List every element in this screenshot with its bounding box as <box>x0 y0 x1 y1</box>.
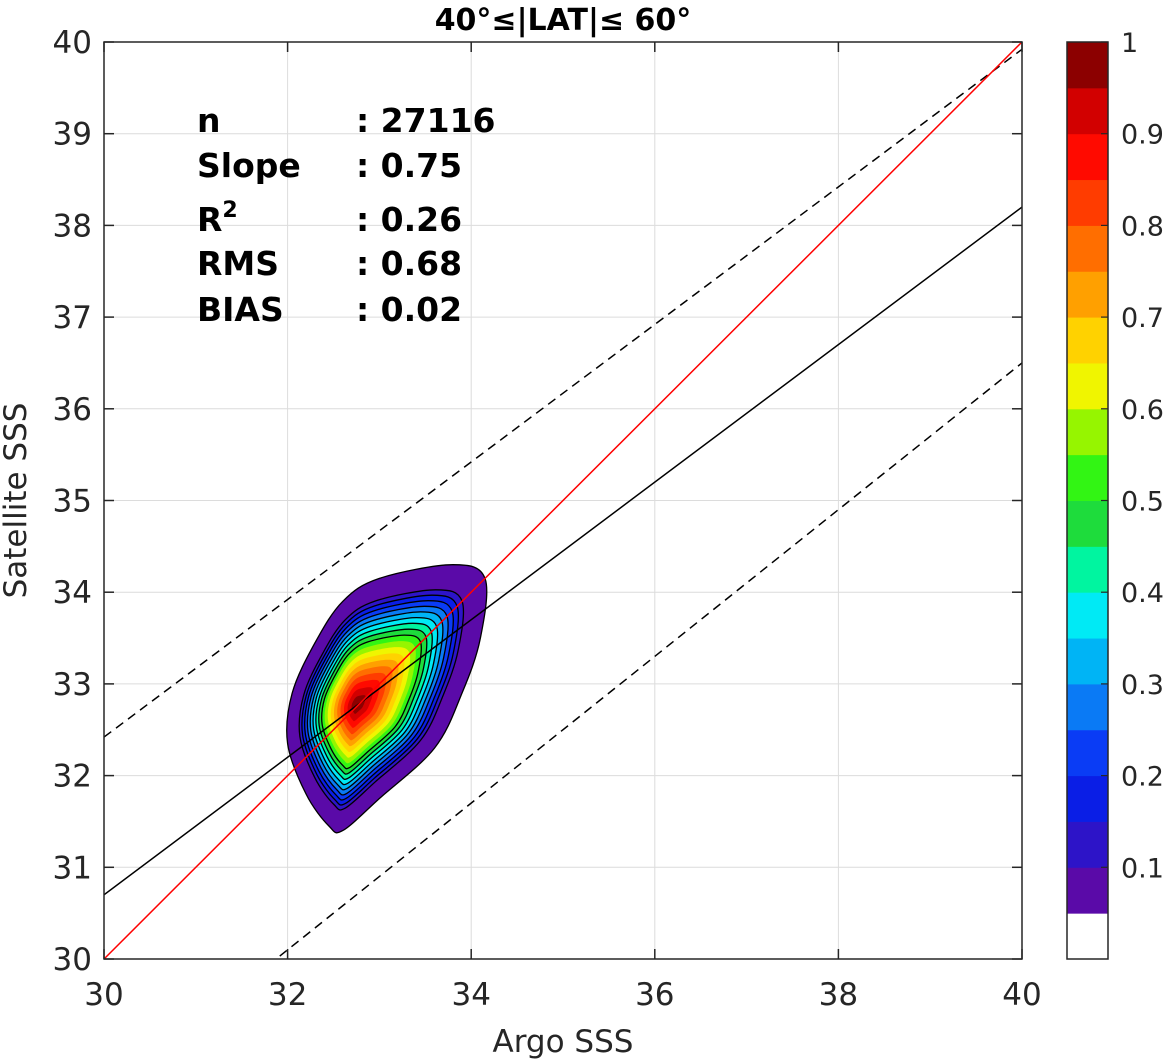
regression-line <box>104 206 1022 896</box>
colorbar-segment <box>1067 317 1108 364</box>
stat-n-label: n <box>197 101 221 140</box>
chart-title: 40°≤|LAT|≤ 60° <box>435 3 692 38</box>
colorbar-segment <box>1067 729 1108 777</box>
colorbar-segment <box>1067 87 1108 135</box>
x-tick-label: 34 <box>451 977 490 1013</box>
stat-r2-value: : 0.26 <box>356 200 462 239</box>
statistics-box: n : 27116 Slope : 0.75 R2 : 0.26 RMS : 0… <box>197 101 496 329</box>
y-tick-label: 38 <box>53 208 92 244</box>
colorbar-segment <box>1067 42 1108 89</box>
colorbar-segment <box>1067 592 1108 639</box>
colorbar-segment <box>1067 500 1108 547</box>
stat-slope-value: : 0.75 <box>356 146 462 185</box>
colorbar-tick-label: 0.1 <box>1121 853 1164 884</box>
colorbar-tick-label: 0.6 <box>1121 395 1164 426</box>
upper-bound-line <box>104 48 1022 738</box>
stat-rms-value: : 0.68 <box>356 244 462 283</box>
x-tick-label: 32 <box>268 977 307 1013</box>
colorbar-tick-label: 1 <box>1121 28 1138 59</box>
colorbar-segment <box>1067 775 1108 822</box>
y-tick-label: 37 <box>53 300 92 336</box>
y-tick-label: 36 <box>53 392 92 428</box>
colorbar-tick-label: 0.8 <box>1121 211 1164 242</box>
y-tick-labels: 30 31 32 33 34 35 36 37 38 39 40 <box>53 25 92 978</box>
x-tick-label: 36 <box>635 977 674 1013</box>
colorbar: 0.1 0.2 0.3 0.4 0.5 0.6 0.7 0.8 0.9 1 <box>1066 28 1164 960</box>
colorbar-segment <box>1067 683 1108 731</box>
tick-marks <box>103 41 1023 960</box>
colorbar-segment <box>1067 362 1108 410</box>
stat-bias-value: : 0.02 <box>356 290 462 329</box>
superscript: 2 <box>222 198 237 223</box>
colorbar-segment <box>1067 179 1108 226</box>
x-tick-labels: 30 32 34 36 38 40 <box>84 977 1041 1013</box>
stat-n-value: : 27116 <box>356 101 496 140</box>
colorbar-tick-label: 0.9 <box>1121 120 1164 151</box>
colorbar-segment <box>1067 408 1108 456</box>
colorbar-tick-label: 0.5 <box>1121 487 1164 518</box>
y-tick-label: 35 <box>53 484 92 520</box>
identity-line <box>104 42 1022 959</box>
colorbar-segment <box>1067 913 1108 960</box>
y-axis-label: Satellite SSS <box>0 403 34 599</box>
reference-lines <box>104 42 1022 959</box>
x-tick-label: 38 <box>819 977 858 1013</box>
colorbar-segment <box>1067 133 1108 181</box>
y-tick-label: 31 <box>53 850 92 886</box>
colorbar-tick-label: 0.2 <box>1121 762 1164 793</box>
x-axis-label: Argo SSS <box>493 1024 634 1060</box>
y-tick-label: 40 <box>53 25 92 61</box>
lower-bound-line <box>274 362 1022 959</box>
stat-slope-label: Slope <box>197 146 301 185</box>
x-tick-label: 40 <box>1002 977 1041 1013</box>
y-tick-label: 33 <box>53 667 92 703</box>
colorbar-segment <box>1067 546 1108 593</box>
density-contours <box>286 564 488 834</box>
stat-r2-label: R2 <box>197 198 238 239</box>
y-tick-label: 34 <box>53 575 92 611</box>
colorbar-segment <box>1067 638 1108 685</box>
colorbar-tick-label: 0.7 <box>1121 303 1164 334</box>
colorbar-segment <box>1067 454 1108 501</box>
colorbar-segment <box>1067 225 1108 272</box>
stat-bias-label: BIAS <box>197 290 284 329</box>
colorbar-segment <box>1067 821 1108 868</box>
colorbar-segment <box>1067 271 1108 318</box>
colorbar-segment <box>1067 867 1108 914</box>
y-tick-label: 30 <box>53 942 92 978</box>
y-tick-label: 32 <box>53 759 92 795</box>
stat-rms-label: RMS <box>197 244 279 283</box>
colorbar-tick-label: 0.4 <box>1121 578 1164 609</box>
colorbar-tick-label: 0.3 <box>1121 670 1164 701</box>
x-tick-label: 30 <box>84 977 123 1013</box>
y-tick-label: 39 <box>53 117 92 153</box>
